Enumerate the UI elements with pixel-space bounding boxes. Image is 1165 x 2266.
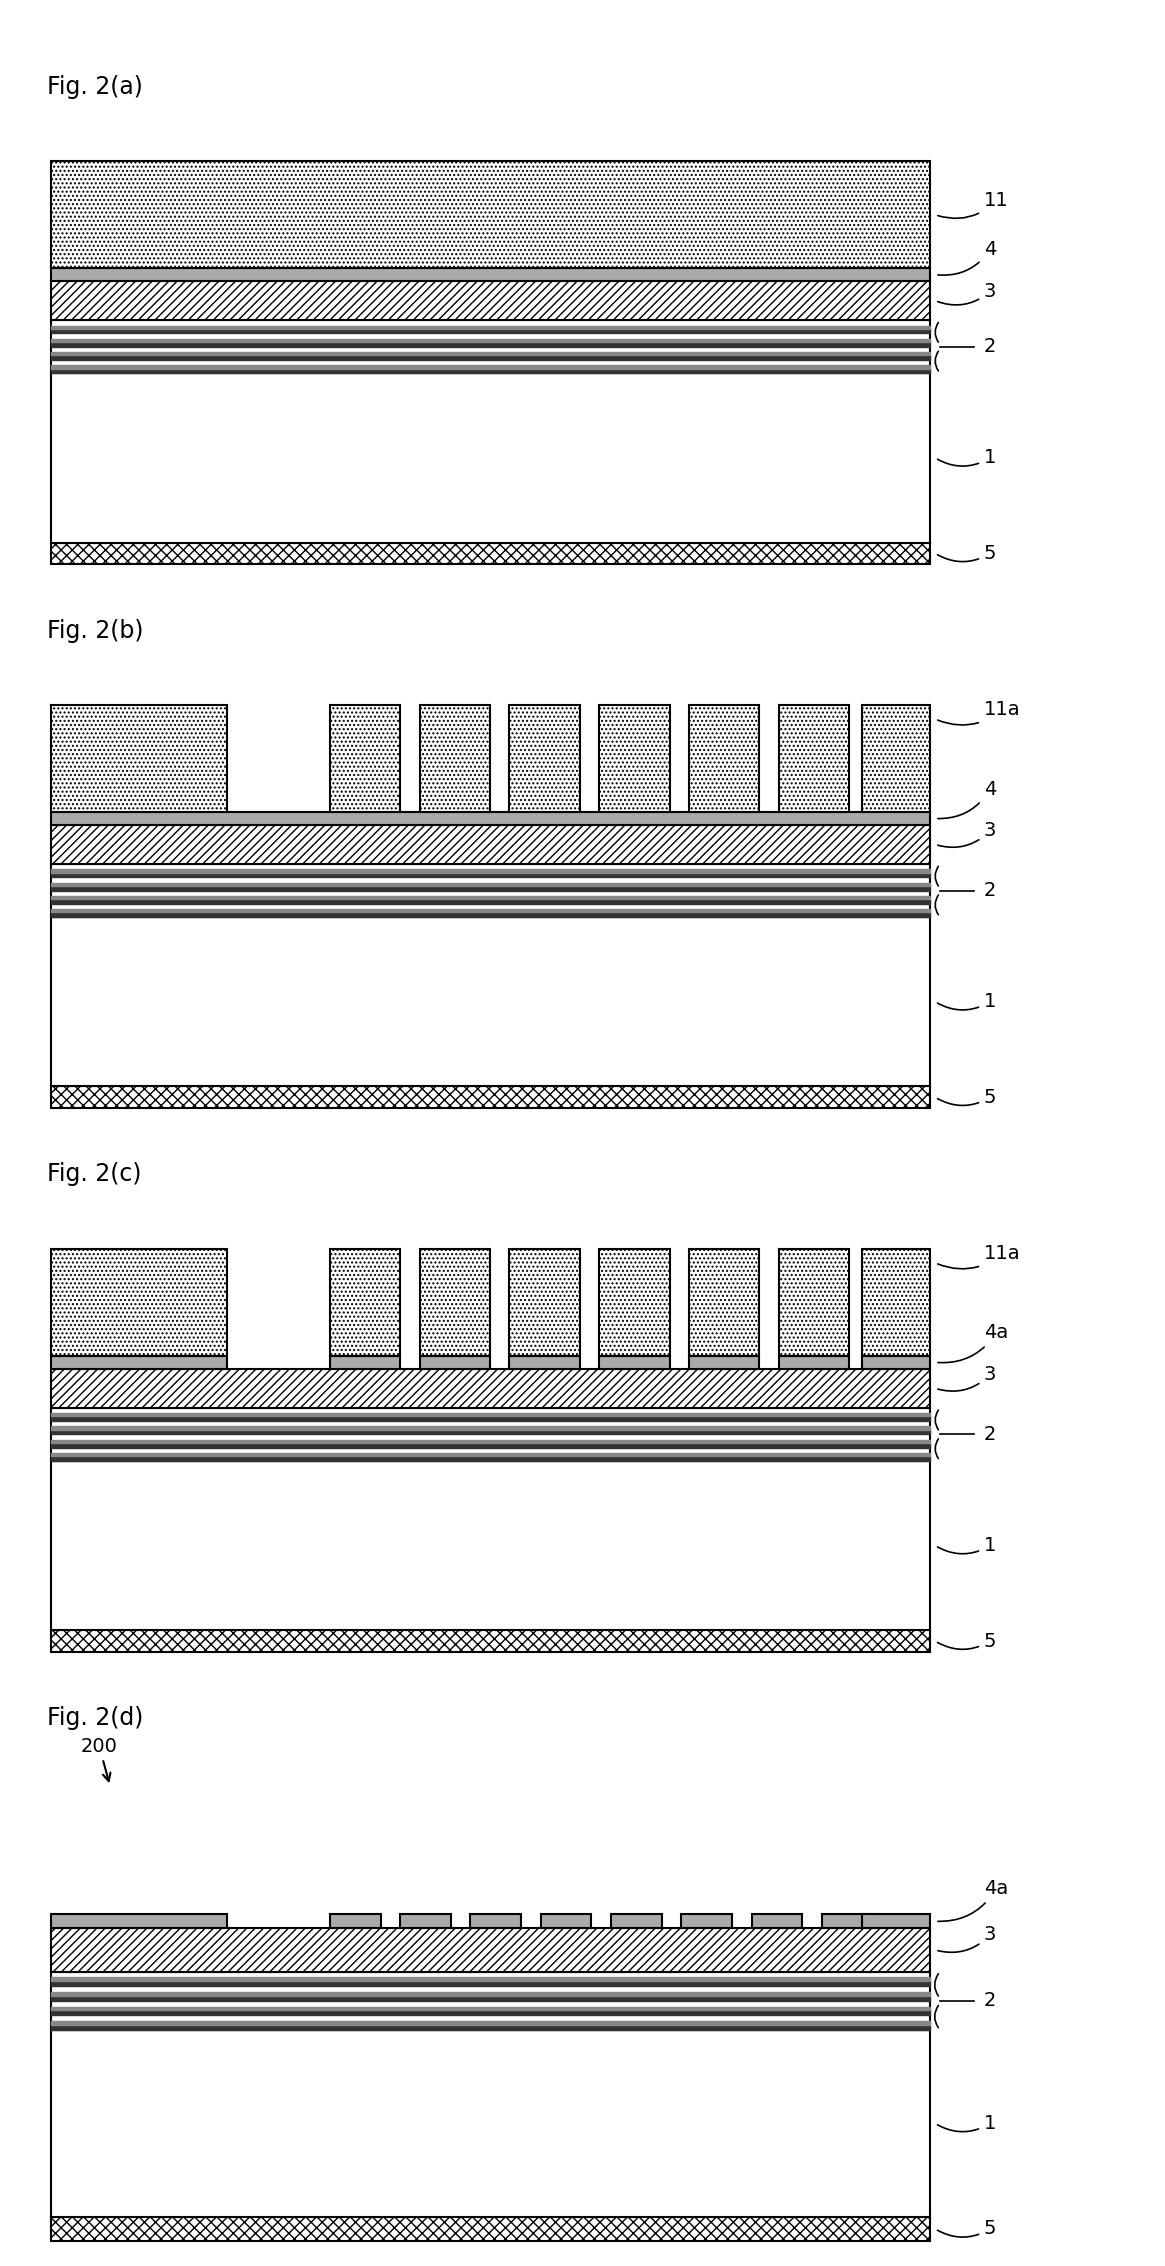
- Text: Fig. 2(c): Fig. 2(c): [47, 1162, 141, 1187]
- Bar: [682, 1915, 732, 1928]
- Text: 3: 3: [938, 820, 996, 847]
- Bar: [51, 1629, 930, 1652]
- Bar: [330, 1355, 400, 1369]
- Bar: [689, 1355, 760, 1369]
- Text: 4a: 4a: [938, 1879, 1008, 1922]
- Bar: [51, 320, 930, 374]
- Text: 2: 2: [984, 1425, 996, 1443]
- Text: 2: 2: [984, 881, 996, 900]
- Text: 200: 200: [80, 1736, 118, 1781]
- Bar: [330, 1249, 400, 1355]
- Bar: [51, 1249, 227, 1355]
- Text: 11: 11: [938, 193, 1009, 218]
- Text: Fig. 2(a): Fig. 2(a): [47, 75, 142, 100]
- Text: Fig. 2(b): Fig. 2(b): [47, 619, 143, 644]
- Bar: [419, 1249, 489, 1355]
- Bar: [51, 863, 930, 918]
- Text: 3: 3: [938, 1364, 996, 1391]
- Bar: [779, 705, 849, 811]
- Bar: [51, 267, 930, 281]
- Text: 1: 1: [938, 2114, 996, 2132]
- Bar: [751, 1915, 803, 1928]
- Bar: [51, 1407, 930, 1462]
- Bar: [51, 161, 930, 267]
- Text: 2: 2: [984, 1992, 996, 2010]
- Bar: [862, 705, 930, 811]
- Text: 1: 1: [938, 449, 996, 467]
- Bar: [599, 1355, 670, 1369]
- Bar: [599, 1249, 670, 1355]
- Text: 3: 3: [938, 1926, 996, 1953]
- Text: 5: 5: [938, 544, 996, 562]
- Bar: [509, 705, 580, 811]
- Bar: [51, 281, 930, 320]
- Text: 3: 3: [938, 281, 996, 306]
- Bar: [862, 1915, 930, 1928]
- Bar: [51, 1462, 930, 1629]
- Bar: [471, 1915, 521, 1928]
- Bar: [330, 1915, 381, 1928]
- Text: 11a: 11a: [938, 1244, 1021, 1269]
- Text: 5: 5: [938, 2218, 996, 2239]
- Bar: [509, 1355, 580, 1369]
- Bar: [862, 1249, 930, 1355]
- Bar: [51, 542, 930, 564]
- Bar: [51, 1915, 227, 1928]
- Bar: [51, 1928, 930, 1971]
- Text: 2: 2: [984, 338, 996, 356]
- Bar: [419, 705, 489, 811]
- Bar: [541, 1915, 592, 1928]
- Bar: [689, 1249, 760, 1355]
- Bar: [610, 1915, 662, 1928]
- Bar: [51, 2216, 930, 2241]
- Text: 4: 4: [938, 240, 996, 274]
- Bar: [51, 2030, 930, 2216]
- Text: 1: 1: [938, 993, 996, 1011]
- Text: 1: 1: [938, 1536, 996, 1554]
- Bar: [419, 1355, 489, 1369]
- Bar: [689, 705, 760, 811]
- Bar: [400, 1915, 451, 1928]
- Text: 4: 4: [938, 780, 996, 818]
- Bar: [51, 1355, 227, 1369]
- Bar: [509, 1249, 580, 1355]
- Bar: [821, 1915, 873, 1928]
- Bar: [51, 1369, 930, 1407]
- Bar: [51, 1085, 930, 1108]
- Bar: [779, 1249, 849, 1355]
- Bar: [779, 1355, 849, 1369]
- Text: 11a: 11a: [938, 700, 1021, 725]
- Bar: [330, 705, 400, 811]
- Text: Fig. 2(d): Fig. 2(d): [47, 1706, 143, 1731]
- Bar: [51, 705, 227, 811]
- Text: 4a: 4a: [938, 1323, 1008, 1362]
- Text: 5: 5: [938, 1632, 996, 1650]
- Bar: [51, 374, 930, 542]
- Text: 5: 5: [938, 1088, 996, 1106]
- Bar: [862, 1355, 930, 1369]
- Bar: [51, 811, 930, 825]
- Bar: [51, 825, 930, 863]
- Bar: [51, 1971, 930, 2030]
- Bar: [51, 918, 930, 1085]
- Bar: [599, 705, 670, 811]
